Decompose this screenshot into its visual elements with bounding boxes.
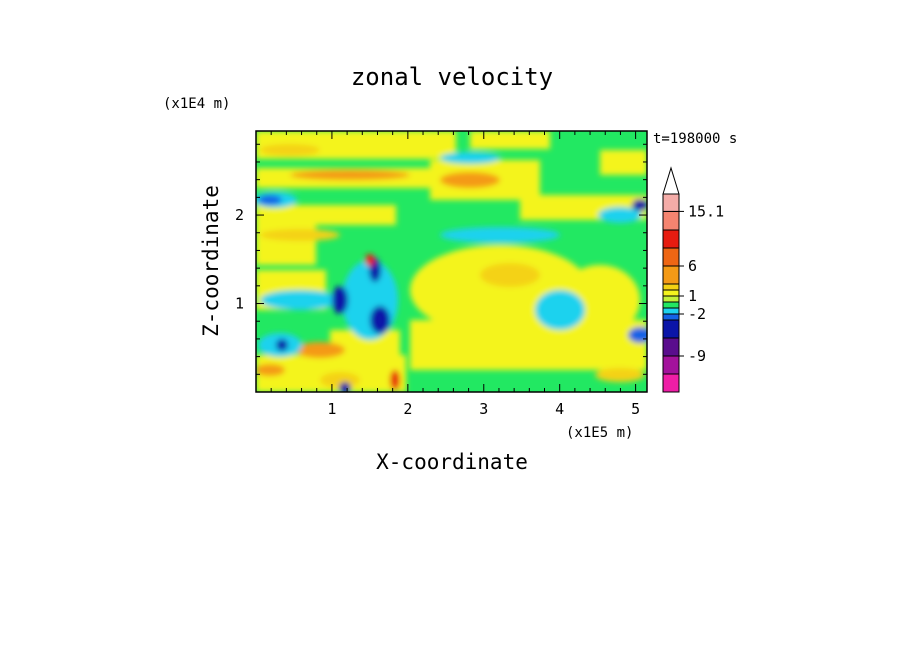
colorbar-bin (662, 355, 680, 375)
y-tick-label: 2 (235, 206, 244, 224)
colorbar-bin (662, 247, 680, 267)
colorbar-bin (662, 229, 680, 249)
x-tick-label: 3 (479, 400, 488, 418)
y-scale-label: (x1E4 m) (163, 96, 230, 112)
colorbar-label: 6 (688, 257, 697, 275)
x-tick-label: 2 (403, 400, 412, 418)
colorbar-bin (662, 289, 680, 297)
colorbar-label: 1 (688, 287, 697, 305)
colorbar: 15.1 6 1-2 -9 (662, 166, 724, 393)
colorbar-label: -2 (688, 305, 706, 323)
chart-title: zonal velocity (351, 63, 553, 91)
colorbar-bin (662, 265, 680, 285)
x-axis: 1 2 3 4 5 (255, 131, 640, 418)
plot-frame (255, 130, 648, 393)
colorbar-bin (662, 373, 680, 393)
y-tick-label: 1 (235, 295, 244, 313)
colorbar-bin (662, 313, 680, 321)
colorbar-label: -9 (688, 347, 706, 365)
heatmap-field (256, 131, 647, 392)
colorbar-bin (662, 301, 680, 309)
y-axis-title: Z-coordinate (199, 185, 223, 337)
x-axis-title: X-coordinate (376, 450, 528, 474)
colorbar-bin (662, 319, 680, 339)
colorbar-label: 15.1 (688, 202, 724, 220)
colorbar-extend-arrow (662, 166, 680, 195)
colorbar-bin (662, 283, 680, 291)
y-axis: 12 (235, 143, 647, 375)
x-scale-label: (x1E5 m) (566, 425, 633, 441)
x-tick-label: 5 (631, 400, 640, 418)
colorbar-bin (662, 295, 680, 303)
colorbar-bin (662, 337, 680, 357)
x-tick-label: 4 (555, 400, 564, 418)
colorbar-bin (662, 307, 680, 315)
x-tick-label: 1 (327, 400, 336, 418)
colorbar-bin (662, 193, 680, 212)
time-label: t=198000 s (653, 131, 737, 147)
colorbar-bin (662, 210, 680, 231)
